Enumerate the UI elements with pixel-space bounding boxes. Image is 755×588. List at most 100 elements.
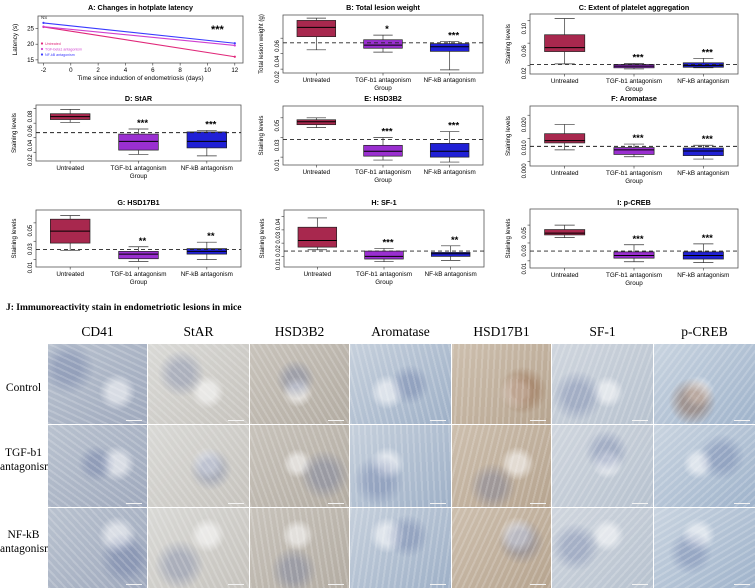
significance-marker: ***: [702, 47, 713, 58]
chart-panel-8: H: SF-1 Untreated TGF-b1 antagonism *** NF-k…: [259, 198, 485, 286]
legend-entry: TGF-beta1 antagonism: [45, 48, 82, 52]
annotation-ns: NS: [41, 15, 47, 20]
box-2: [613, 147, 655, 155]
row-header-line: TGF-b1: [4, 447, 43, 459]
box-2: [364, 250, 404, 260]
box-1: [544, 133, 586, 144]
y-tick-label: 0.08: [28, 110, 34, 122]
y-axis-label: Staining levels: [11, 219, 18, 259]
plot-frame: [37, 15, 244, 64]
y-tick-label: 0.03: [275, 139, 281, 151]
chart-title: B: Total lesion weight: [346, 3, 420, 12]
column-header-star: StAR: [183, 324, 214, 339]
row-header-line: Control: [5, 382, 42, 394]
significance-marker: ***: [632, 133, 643, 144]
chart-panel-3: C: Extent of platelet aggregation Untreat…: [505, 3, 739, 93]
x-tick-label: NF-kB antagonism: [677, 272, 729, 279]
significance-marker: ***: [382, 237, 393, 248]
micrograph-hsd17b1-row3: [452, 508, 551, 588]
scale-bar: [328, 583, 344, 585]
y-tick-label: 0.020: [522, 117, 528, 133]
box-3: [429, 43, 470, 52]
y-tick-label: 0.010: [522, 140, 528, 156]
micrograph-hsd17b1-row1: [452, 344, 551, 424]
y-tick-label: 0.05: [522, 226, 528, 238]
chart-panel-1: A: Changes in hotplate latency -2 0 2 4 6 8 10 1…: [12, 3, 244, 82]
chart-title: I: p-CREB: [617, 198, 651, 207]
x-axis-label: Group: [374, 177, 392, 184]
row-header-2: TGF-b1 antagonism: [0, 446, 53, 474]
significance-marker: **: [207, 231, 215, 242]
box-1: [297, 226, 338, 248]
x-tick-label: Untreated: [551, 272, 579, 279]
y-tick-label: 0.06: [28, 125, 34, 137]
micrograph-sf-1-row2: [552, 425, 653, 507]
micrograph-aromatase-row1: [350, 344, 451, 424]
chart-panel-4: D: StAR Untreated TGF-b1 antagonism *** NF-k…: [11, 94, 242, 180]
box-1: [544, 34, 586, 52]
x-axis-label: Group: [625, 86, 643, 93]
series-point: [233, 42, 236, 45]
x-tick-label: NF-kB antagonism: [677, 78, 729, 85]
x-tick-label: TGF-b1 antagonism: [606, 272, 662, 279]
series-line: [43, 22, 235, 44]
x-tick-label: Untreated: [56, 271, 84, 278]
significance-marker: **: [451, 235, 459, 246]
box-1: [544, 229, 586, 236]
chart-panel-2: B: Total lesion weight Untreated TGF-b1 an…: [258, 3, 484, 92]
chart-title: D: StAR: [125, 94, 153, 103]
x-tick-label: 6: [151, 67, 155, 74]
annotation-significance: ***: [211, 24, 225, 36]
micrograph-p-creb-row2: [654, 425, 755, 507]
y-axis-label: Total lesion weight (g): [258, 14, 265, 74]
chart-title: E: HSD3B2: [364, 94, 402, 103]
scale-bar: [734, 419, 750, 421]
column-header-cd41: CD41: [81, 324, 114, 339]
scale-bar: [228, 502, 244, 504]
row-header-1: Control: [0, 381, 47, 395]
significance-marker: ***: [381, 126, 392, 137]
column-header-hsd3b2: HSD3B2: [274, 324, 325, 339]
y-tick-label: 20: [27, 41, 34, 48]
series-point: [233, 55, 236, 58]
row-header-3: NF-kB antagonism: [0, 528, 54, 556]
significance-marker: ***: [632, 234, 643, 245]
x-tick-label: NF-kB antagonism: [424, 169, 476, 176]
row-header-line: antagonism: [0, 543, 54, 555]
y-axis-label: Staining levels: [259, 219, 266, 259]
scale-bar: [126, 502, 142, 504]
legend-marker: [40, 42, 44, 45]
chart-panel-9: I: p-CREB Untreated TGF-b1 antagonism *** NF…: [505, 198, 739, 287]
immunostain-grid: CD41 StAR HSD3B2 Aromatase HSD17B1 SF-1 p-CREB…: [0, 318, 755, 588]
scale-bar: [328, 419, 344, 421]
series-point: [42, 21, 45, 24]
x-tick-label: NF-kB antagonism: [425, 271, 477, 278]
x-tick-label: 0: [69, 67, 73, 74]
y-tick-label: 0.000: [522, 163, 528, 179]
micrograph-hsd3b2-row3: [250, 508, 349, 588]
micrograph-cd41-row2: [48, 425, 147, 507]
box-1: [296, 20, 337, 38]
x-tick-label: 2: [96, 67, 100, 74]
x-tick-label: Untreated: [304, 271, 332, 278]
x-tick-label: 4: [124, 67, 128, 74]
scale-bar: [430, 583, 446, 585]
x-axis-label: Group: [130, 279, 148, 286]
x-tick-label: 10: [204, 67, 211, 74]
chart-title: G: HSD17B1: [117, 198, 159, 207]
x-tick-label: 12: [231, 67, 238, 74]
micrograph-star-row1: [148, 344, 249, 424]
x-axis-label: Group: [130, 173, 148, 180]
micrograph-aromatase-row3: [350, 508, 451, 588]
series-line: [43, 26, 235, 58]
x-tick-label: Untreated: [56, 165, 84, 172]
section-j-title: J: Immunoreactivity stain in endometriot…: [6, 303, 242, 313]
y-axis-label: Staining levels: [505, 24, 512, 64]
box-3: [682, 147, 724, 156]
box-2: [118, 251, 159, 260]
x-axis-label: Group: [625, 280, 643, 287]
scale-bar: [632, 419, 648, 421]
scale-bar: [126, 583, 142, 585]
significance-marker: ***: [702, 134, 713, 145]
y-tick-label: 0.05: [28, 224, 34, 236]
